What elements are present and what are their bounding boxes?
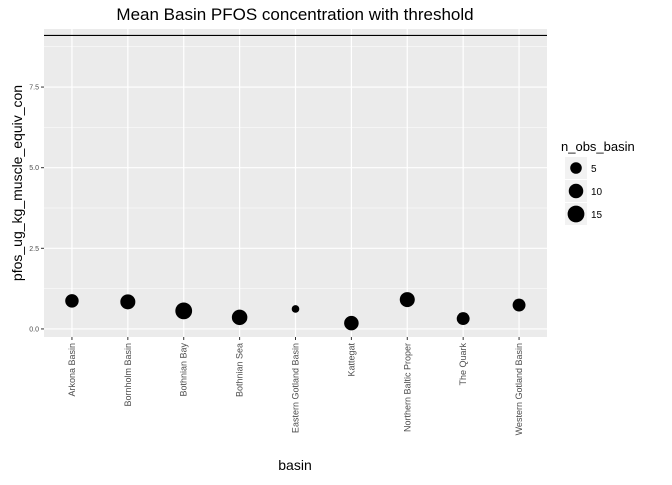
data-point bbox=[175, 302, 193, 320]
data-point bbox=[291, 305, 300, 313]
chart-title: Mean Basin PFOS concentration with thres… bbox=[116, 5, 473, 24]
y-tick-label: 0.0 bbox=[29, 326, 39, 333]
x-axis: Arkona Basin Bornholm Basin Bothnian Bay Bo… bbox=[67, 337, 524, 435]
data-point bbox=[399, 292, 415, 308]
data-point bbox=[65, 294, 79, 308]
legend-symbol bbox=[568, 183, 584, 199]
legend-symbol bbox=[567, 205, 585, 223]
x-axis-label: basin bbox=[278, 457, 311, 473]
grid-major bbox=[44, 29, 547, 337]
x-tick-label: The Quark bbox=[458, 343, 468, 386]
x-tick-label: Bothnian Sea bbox=[235, 343, 245, 397]
legend: n_obs_basin 5 10 15 bbox=[561, 139, 635, 225]
y-tick-label: 5.0 bbox=[29, 165, 39, 172]
legend-label: 10 bbox=[591, 187, 603, 198]
data-point bbox=[344, 315, 359, 331]
x-tick-label: Kattegat bbox=[346, 343, 356, 377]
legend-title: n_obs_basin bbox=[561, 139, 635, 154]
data-point bbox=[456, 312, 470, 326]
data-point bbox=[231, 309, 248, 326]
data-point bbox=[512, 298, 526, 312]
data-points bbox=[65, 292, 526, 331]
x-tick-label: Bornholm Basin bbox=[123, 343, 133, 407]
x-tick-label: Western Gotland Basin bbox=[514, 343, 524, 435]
y-tick-label: 7.5 bbox=[29, 85, 39, 92]
legend-symbol bbox=[570, 162, 582, 174]
legend-entries: 5 10 15 bbox=[565, 157, 603, 225]
legend-label: 15 bbox=[591, 210, 603, 221]
y-axis-label: pfos_ug_kg_muscle_equiv_con bbox=[9, 85, 25, 281]
y-tick-label: 2.5 bbox=[29, 246, 39, 253]
x-tick-label: Northern Baltic Proper bbox=[402, 343, 412, 432]
y-axis: 0.0 2.5 5.0 7.5 bbox=[29, 85, 44, 333]
x-tick-label: Bothnian Bay bbox=[179, 343, 189, 397]
x-tick-label: Eastern Gotland Basin bbox=[291, 343, 301, 433]
x-tick-label: Arkona Basin bbox=[67, 343, 77, 397]
legend-label: 5 bbox=[591, 164, 597, 175]
data-point bbox=[120, 294, 136, 310]
